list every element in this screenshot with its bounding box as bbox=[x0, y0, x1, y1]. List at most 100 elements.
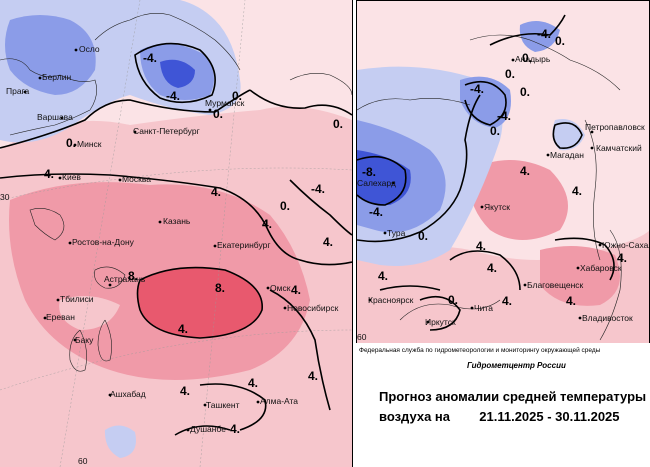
map-shape bbox=[590, 146, 594, 150]
city-label: Иркутск bbox=[425, 317, 456, 327]
map-shape bbox=[391, 181, 395, 185]
isoline-zero bbox=[249, 89, 352, 116]
city-label: Хабаровск bbox=[580, 263, 622, 273]
contour-label: 4. bbox=[476, 239, 486, 253]
map-shape bbox=[426, 320, 430, 324]
map-shape bbox=[357, 98, 471, 111]
map-shape bbox=[59, 296, 120, 330]
map-shape bbox=[29, 208, 65, 241]
city-label: Чита bbox=[474, 303, 493, 313]
contour-label: 4. bbox=[502, 294, 512, 308]
contour-label: 0. bbox=[66, 136, 76, 150]
city-label: Ашхабад bbox=[110, 389, 146, 399]
contour-label: 0. bbox=[520, 85, 530, 99]
map-shape bbox=[578, 316, 582, 320]
city-label: Ростов-на-Дону bbox=[72, 237, 135, 247]
period-prefix: воздуха на bbox=[379, 409, 451, 424]
contour-label: 0. bbox=[213, 107, 223, 121]
isoline-zero bbox=[489, 14, 566, 46]
map-shape bbox=[511, 58, 515, 62]
meridian-label: 60 bbox=[357, 332, 367, 342]
city-label: Владивосток bbox=[582, 313, 633, 323]
city-label: Баку bbox=[75, 335, 94, 345]
isoline-minus4 bbox=[357, 155, 407, 206]
contour-label: -4. bbox=[311, 182, 325, 196]
city-label: Осло bbox=[79, 44, 100, 54]
contour-label: 4. bbox=[308, 369, 318, 383]
city-label: Салехард bbox=[357, 178, 396, 188]
forecast-period: 21.11.2025 - 30.11.2025 bbox=[479, 409, 620, 424]
map-shape bbox=[590, 130, 594, 134]
city-label: Камчатский bbox=[596, 143, 642, 153]
contour-label: 4. bbox=[323, 235, 333, 249]
isoline-minus4 bbox=[464, 80, 507, 126]
city-label: Ташкент bbox=[206, 400, 240, 410]
isoline-four bbox=[554, 237, 615, 281]
city-label: Варшава bbox=[37, 112, 73, 122]
city-label: Петропавловск bbox=[585, 122, 645, 132]
map-shape bbox=[160, 59, 195, 88]
contour-label: -8. bbox=[362, 165, 376, 179]
warm-field bbox=[469, 160, 568, 240]
map-shape: Анадырь Петропавловск Камчатский Магадан… bbox=[357, 54, 650, 327]
city-label: Тбилиси bbox=[60, 294, 94, 304]
map-shape bbox=[186, 428, 190, 432]
isoline-four bbox=[269, 289, 331, 411]
map-shape bbox=[94, 266, 126, 289]
contour-label: 8. bbox=[128, 269, 138, 283]
map-shape bbox=[540, 246, 620, 306]
contour-label: 0. bbox=[333, 117, 343, 131]
contour-label: -4. bbox=[470, 82, 484, 96]
forecast-period-line: воздуха на 21.11.2025 - 30.11.2025 bbox=[379, 409, 620, 424]
map-shape bbox=[208, 108, 212, 112]
city-label: Магадан bbox=[550, 150, 584, 160]
map-shape bbox=[469, 34, 621, 91]
map-shape bbox=[523, 283, 527, 287]
city-label: Астрахань bbox=[104, 274, 146, 284]
city-label: Красноярск bbox=[368, 295, 414, 305]
map-shape bbox=[68, 241, 72, 245]
map-shape bbox=[368, 298, 372, 302]
map-shape bbox=[0, 13, 352, 372]
isoline-four bbox=[199, 383, 267, 431]
contour-label: 4. bbox=[180, 384, 190, 398]
contour-label: 4. bbox=[248, 376, 258, 390]
warm-field-core bbox=[137, 267, 263, 338]
contour-label: -4. bbox=[369, 205, 383, 219]
map-shape bbox=[0, 167, 352, 201]
map-shape bbox=[289, 73, 352, 96]
isoline-eight bbox=[136, 266, 263, 339]
contour-label: 0. bbox=[232, 89, 242, 103]
isoline-zero bbox=[0, 89, 251, 149]
contour-label: 4. bbox=[211, 185, 221, 199]
map-shape bbox=[73, 338, 77, 342]
map-shape bbox=[60, 116, 64, 120]
map-shape bbox=[470, 306, 474, 310]
city-label: Омск bbox=[270, 283, 291, 293]
map-shape bbox=[203, 403, 207, 407]
city-label: Алма-Ата bbox=[260, 396, 298, 406]
contour-label: 4. bbox=[44, 167, 54, 181]
isoline-zero bbox=[419, 295, 461, 331]
isoline-zero bbox=[289, 179, 352, 236]
isoline-zero bbox=[357, 94, 481, 243]
city-label: Мурманск bbox=[205, 98, 245, 108]
city-label: Анадырь bbox=[515, 54, 551, 64]
contour-label: 0. bbox=[280, 199, 290, 213]
agency-name: Федеральная служба по гидрометеорологии … bbox=[359, 347, 601, 354]
contour-label: 0. bbox=[505, 67, 515, 81]
city-label: Санкт-Петербург bbox=[133, 126, 200, 136]
city-dots bbox=[368, 58, 602, 324]
map-shape bbox=[599, 229, 622, 341]
map-shape bbox=[283, 306, 287, 310]
map-shape bbox=[383, 231, 387, 235]
city-label: Казань bbox=[163, 216, 191, 226]
contour-label: 4. bbox=[566, 294, 576, 308]
map-shape bbox=[38, 76, 42, 80]
city-label: Тура bbox=[387, 228, 406, 238]
cold-field bbox=[5, 15, 96, 95]
map-shape bbox=[118, 178, 122, 182]
center-name: Гидрометцентр России bbox=[467, 361, 566, 370]
contour-label: -4. bbox=[143, 51, 157, 65]
